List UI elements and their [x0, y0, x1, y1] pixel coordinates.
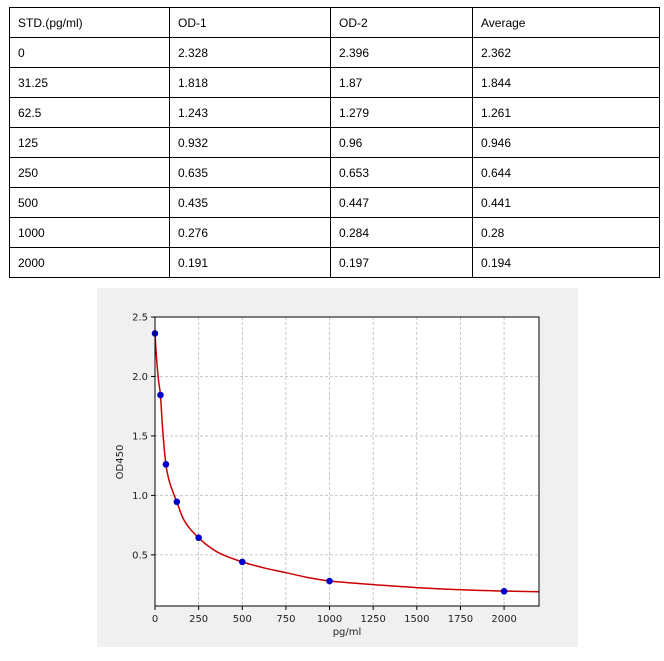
table-cell: 250 — [9, 157, 170, 188]
table-cell: 1.261 — [472, 97, 660, 128]
table-cell: 1.87 — [330, 67, 473, 98]
table-cell: 1.844 — [472, 67, 660, 98]
table-cell: 0.441 — [472, 187, 660, 218]
x-tick-label: 1000 — [317, 614, 342, 625]
x-axis-label: pg/ml — [333, 627, 362, 638]
table-row: 125 0.932 0.96 0.946 — [9, 127, 660, 158]
table-row: 31.25 1.818 1.87 1.844 — [9, 67, 660, 98]
standard-curve-table: STD.(pg/ml) OD-1 OD-2 Average 0 2.328 2.39… — [9, 7, 660, 278]
table-row: 250 0.635 0.653 0.644 — [9, 157, 660, 188]
table-cell: 0.447 — [330, 187, 473, 218]
standard-curve-chart: 0 250 500 750 1000 1250 1500 1750 2000 0.5 1.0 1.5 2… — [97, 288, 578, 647]
table-cell: 2000 — [9, 247, 170, 278]
y-tick-label: 0.5 — [132, 550, 148, 561]
table-cell: 2.328 — [169, 37, 331, 68]
data-point — [326, 577, 333, 585]
y-tick-label: 2.5 — [132, 313, 148, 324]
table-cell: 0.197 — [330, 247, 473, 278]
table-cell: 2.396 — [330, 37, 473, 68]
data-point — [162, 461, 170, 468]
plot-frame — [154, 316, 540, 607]
data-point — [500, 587, 508, 595]
y-tick-label: 2.0 — [132, 372, 148, 383]
x-tick-label: 500 — [233, 614, 252, 625]
header-od2: OD-2 — [330, 7, 473, 38]
table-cell: 1000 — [9, 217, 170, 248]
x-tick-label: 2000 — [491, 614, 516, 625]
table-header-row: STD.(pg/ml) OD-1 OD-2 Average — [9, 7, 660, 38]
header-od1: OD-1 — [169, 7, 331, 38]
y-axis-label: OD450 — [115, 445, 126, 480]
table-cell: 0.194 — [472, 247, 660, 278]
table-cell: 0.946 — [472, 127, 660, 158]
table-cell: 2.362 — [472, 37, 660, 68]
table-cell: 0.932 — [169, 127, 331, 158]
data-point — [238, 558, 246, 566]
y-tick-label: 1.0 — [132, 491, 148, 502]
table-cell: 1.279 — [330, 97, 473, 128]
plot-area — [155, 317, 539, 606]
table-cell: 1.818 — [169, 67, 331, 98]
x-tick-label: 0 — [152, 614, 158, 625]
table-row: 500 0.435 0.447 0.441 — [9, 187, 660, 218]
x-tick-label: 750 — [276, 614, 295, 625]
table-cell: 62.5 — [9, 97, 170, 128]
table-cell: 0.435 — [169, 187, 331, 218]
table-cell: 0.191 — [169, 247, 331, 278]
table-cell: 0.644 — [472, 157, 660, 188]
x-tick-label: 1250 — [360, 614, 385, 625]
chart-panel: 0 250 500 750 1000 1250 1500 1750 2000 0.5 1.0 1.5 2… — [97, 288, 578, 647]
table-cell: 0.28 — [472, 217, 660, 248]
table-cell: 0.284 — [330, 217, 473, 248]
table-cell: 31.25 — [9, 67, 170, 98]
data-point — [173, 498, 181, 506]
fit-curve-line — [154, 333, 540, 593]
x-tick-label: 1500 — [404, 614, 429, 625]
table-cell: 0.276 — [169, 217, 331, 248]
header-average: Average — [472, 7, 660, 38]
table-cell: 0.635 — [169, 157, 331, 188]
table-cell: 0.653 — [330, 157, 473, 188]
y-tick-label: 1.5 — [132, 431, 148, 442]
x-tick-label: 250 — [189, 614, 208, 625]
table-cell: 0.96 — [330, 127, 473, 158]
table-row: 0 2.328 2.396 2.362 — [9, 37, 660, 68]
table-row: 62.5 1.243 1.279 1.261 — [9, 97, 660, 128]
table-row: 2000 0.191 0.197 0.194 — [9, 247, 660, 278]
table-cell: 500 — [9, 187, 170, 218]
data-point — [157, 391, 164, 399]
table-cell: 125 — [9, 127, 170, 158]
x-tick-label: 1750 — [448, 614, 473, 625]
header-std: STD.(pg/ml) — [9, 7, 170, 38]
table-cell: 1.243 — [169, 97, 331, 128]
data-point — [195, 534, 202, 542]
table-cell: 0 — [9, 37, 170, 68]
table-row: 1000 0.276 0.284 0.28 — [9, 217, 660, 248]
